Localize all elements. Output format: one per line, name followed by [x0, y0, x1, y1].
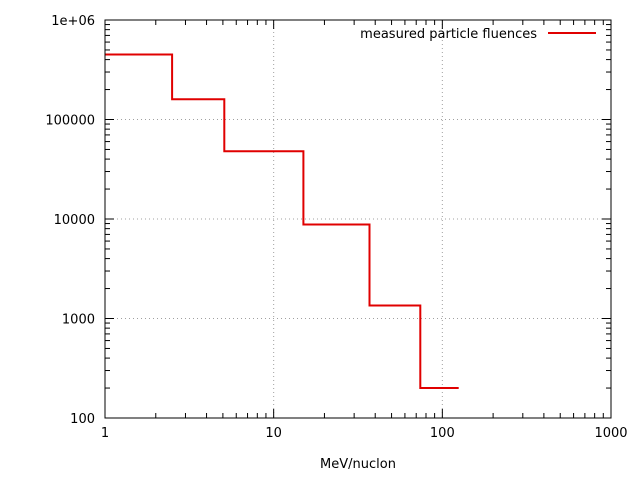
- axis-ticks: [104, 19, 612, 419]
- grid: [105, 20, 611, 418]
- legend-label: measured particle fluences: [360, 27, 537, 42]
- y-tick-label: 10000: [54, 213, 95, 228]
- plot-frame: [104, 19, 612, 419]
- x-tick-label: 1000: [594, 426, 627, 441]
- series-line: [105, 53, 459, 389]
- x-tick-label: 100: [430, 426, 455, 441]
- y-tick-label: 100: [70, 412, 95, 427]
- series-layer: [105, 53, 459, 389]
- y-tick-labels: 100 1000 10000 100000 1e+06: [45, 14, 95, 427]
- x-tick-label: 1: [101, 426, 109, 441]
- y-tick-label: 100000: [45, 114, 95, 129]
- legend: measured particle fluences: [360, 27, 596, 42]
- y-tick-label: 1000: [62, 313, 95, 328]
- y-tick-label: 1e+06: [51, 14, 95, 29]
- x-tick-label: 10: [265, 426, 282, 441]
- x-tick-labels: 1 10 100 1000: [101, 426, 628, 441]
- x-axis-title: MeV/nuclon: [320, 457, 396, 472]
